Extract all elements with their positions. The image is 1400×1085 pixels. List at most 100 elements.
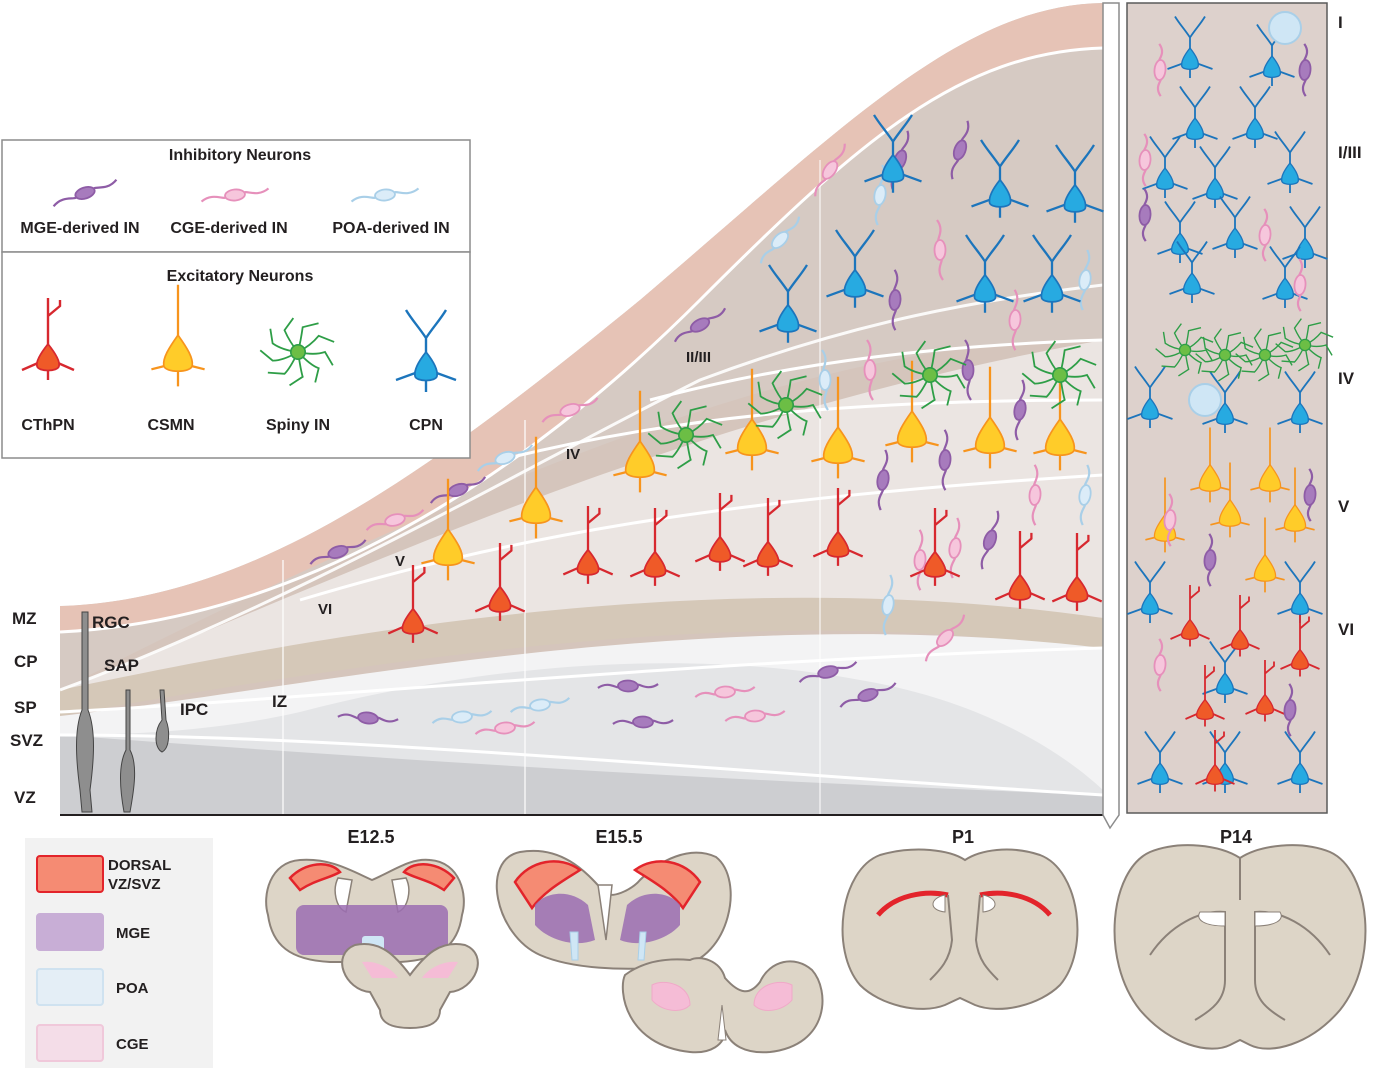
zone-label-vz: VZ bbox=[14, 788, 36, 807]
migrating-interneuron bbox=[474, 721, 536, 735]
p14-cpn-neuron bbox=[1157, 201, 1203, 263]
migrating-interneuron bbox=[612, 715, 674, 729]
rgc-cell bbox=[76, 611, 94, 813]
migrating-interneuron bbox=[337, 711, 399, 725]
cthpn-neuron bbox=[562, 505, 614, 584]
timepoint-label-p1: P1 bbox=[952, 827, 974, 847]
zone-label-svz: SVZ bbox=[10, 731, 43, 750]
cthpn-neuron bbox=[909, 507, 961, 586]
migrating-interneuron bbox=[876, 449, 890, 511]
p14-cthpn-neuron bbox=[1170, 585, 1210, 647]
migrating-interneuron bbox=[938, 429, 952, 491]
iz-label: IZ bbox=[272, 692, 287, 711]
p14-cpn-neuron bbox=[1167, 16, 1213, 78]
csmn-neuron bbox=[885, 360, 939, 463]
migrating-interneuron bbox=[881, 574, 895, 636]
mge-in-legend-icon bbox=[52, 178, 118, 208]
p14-layer-label-iv: IV bbox=[1338, 369, 1355, 388]
p14-spiny-in-neuron bbox=[1275, 318, 1334, 372]
brain-section-p14 bbox=[1113, 844, 1367, 1050]
progenitor-label-ipc: IPC bbox=[180, 700, 208, 719]
p14-cpn-neuron bbox=[1282, 206, 1328, 268]
p14-spiny-in-neuron bbox=[1195, 328, 1254, 382]
migrating-interneuron bbox=[873, 164, 887, 226]
spiny-in-neuron bbox=[647, 400, 723, 470]
cthpn-neuron bbox=[812, 487, 864, 566]
p14-cpn-neuron bbox=[1262, 246, 1308, 308]
p14-interneuron bbox=[1298, 43, 1312, 97]
migrating-interneuron bbox=[724, 709, 786, 723]
p14-astrocyte bbox=[1188, 383, 1222, 417]
spiny-in-neuron bbox=[891, 340, 967, 410]
migrating-interneuron bbox=[798, 661, 858, 683]
p14-cpn-neuron bbox=[1202, 371, 1248, 433]
cthpn-neuron bbox=[994, 530, 1046, 609]
csmn-neuron bbox=[613, 390, 667, 493]
p14-cpn-neuron bbox=[1232, 86, 1278, 148]
layer-label-v: V bbox=[395, 553, 405, 570]
p14-layer-label-i: I bbox=[1338, 13, 1343, 32]
cge-in-legend-icon bbox=[200, 187, 270, 203]
migrating-interneuron bbox=[1028, 464, 1042, 526]
p14-csmn-neuron bbox=[1190, 427, 1230, 503]
p14-interneuron bbox=[1138, 133, 1152, 187]
spiny-in-neuron bbox=[1021, 340, 1097, 410]
excitatory-legend-title: Excitatory Neurons bbox=[167, 268, 314, 285]
cpn-neuron bbox=[759, 264, 817, 343]
migrating-interneuron bbox=[814, 143, 846, 197]
region-swatch-poa bbox=[36, 968, 104, 1006]
timepoint-labels: E12.5 E15.5 P1 P14 bbox=[347, 827, 1252, 847]
cpn-neuron bbox=[971, 139, 1029, 218]
p14-cpn-neuron bbox=[1277, 561, 1323, 623]
migrating-interneuron bbox=[476, 444, 534, 472]
cpn-legend-icon bbox=[395, 309, 457, 392]
p14-interneuron bbox=[1283, 683, 1297, 737]
p14-interneuron bbox=[1303, 468, 1317, 522]
zone-label-sp: SP bbox=[14, 698, 37, 717]
brain-section-e15-5 bbox=[495, 849, 824, 1054]
p14-cthpn-neuron bbox=[1220, 595, 1260, 657]
brain-section-p1 bbox=[841, 848, 1079, 1010]
region-swatch-cge bbox=[36, 1024, 104, 1062]
p14-cpn-neuron bbox=[1127, 366, 1173, 428]
csmn-neuron bbox=[725, 368, 779, 471]
migrating-interneuron bbox=[924, 614, 966, 662]
timepoint-label-e12-5: E12.5 bbox=[347, 827, 394, 847]
migrating-interneuron bbox=[1013, 379, 1027, 441]
region-label-dorsal-line2: VZ/SVZ bbox=[108, 876, 161, 893]
progenitor-label-rgc: RGC bbox=[92, 613, 130, 632]
p14-neurons bbox=[1127, 11, 1334, 793]
poa-in-legend-icon bbox=[350, 187, 420, 203]
migrating-interneuron bbox=[950, 120, 970, 180]
p14-layer-label-ii-iii: I/III bbox=[1338, 143, 1362, 162]
cthpn-neuron bbox=[694, 492, 746, 571]
migrating-interneuron bbox=[839, 682, 897, 708]
cpn-neuron bbox=[864, 114, 922, 193]
migrating-interneuron bbox=[431, 710, 493, 724]
p14-cpn-neuron bbox=[1127, 561, 1173, 623]
csmn-neuron bbox=[1033, 368, 1087, 471]
p14-spiny-in-neuron bbox=[1235, 328, 1294, 382]
p14-cpn-neuron bbox=[1267, 131, 1313, 193]
migrating-interneuron bbox=[818, 349, 832, 411]
timepoint-label-p14: P14 bbox=[1220, 827, 1252, 847]
p14-spiny-in-neuron bbox=[1155, 323, 1214, 377]
csmn-neuron bbox=[811, 376, 865, 479]
cthpn-neuron bbox=[742, 497, 794, 576]
brain-section-e12-5 bbox=[265, 858, 479, 1030]
progenitor-label-sap: SAP bbox=[104, 656, 139, 675]
migrating-interneuron bbox=[863, 339, 877, 401]
p14-cpn-neuron bbox=[1277, 731, 1323, 793]
csmn-legend-icon bbox=[151, 284, 205, 387]
timepoint-label-e15-5: E15.5 bbox=[595, 827, 642, 847]
region-legend: DORSAL VZ/SVZ MGE POA CGE bbox=[25, 838, 213, 1068]
p14-interneuron bbox=[1258, 208, 1272, 262]
migrating-interneuron bbox=[913, 529, 927, 591]
zone-label-mz: MZ bbox=[12, 609, 37, 628]
p14-cpn-neuron bbox=[1277, 371, 1323, 433]
cthpn-legend-icon bbox=[21, 298, 75, 380]
cortical-plate-neurons bbox=[387, 114, 1104, 643]
region-label-dorsal-line1: DORSAL bbox=[108, 857, 171, 874]
p14-csmn-neuron bbox=[1245, 517, 1285, 593]
